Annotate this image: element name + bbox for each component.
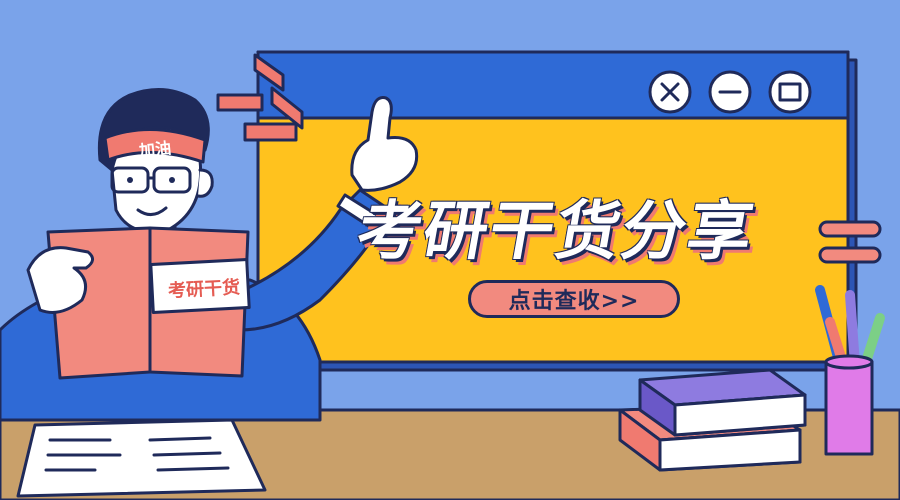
maximize-icon — [778, 82, 802, 102]
open-book — [26, 226, 251, 380]
minimize-button[interactable] — [708, 70, 752, 114]
chevron-decoration — [216, 53, 304, 142]
pencil-cup — [815, 285, 885, 456]
close-icon — [660, 82, 680, 102]
window-titlebar — [256, 50, 850, 120]
stripe-decoration — [818, 220, 882, 264]
book-stack — [618, 368, 807, 472]
maximize-button[interactable] — [768, 70, 812, 114]
close-button[interactable] — [648, 70, 692, 114]
banner-title: 考研干货分享 — [351, 195, 761, 269]
book-cover-label: 考研干货 — [167, 277, 241, 302]
paper-sheet — [16, 418, 267, 498]
cta-button[interactable]: 点击查收>> — [468, 280, 680, 318]
